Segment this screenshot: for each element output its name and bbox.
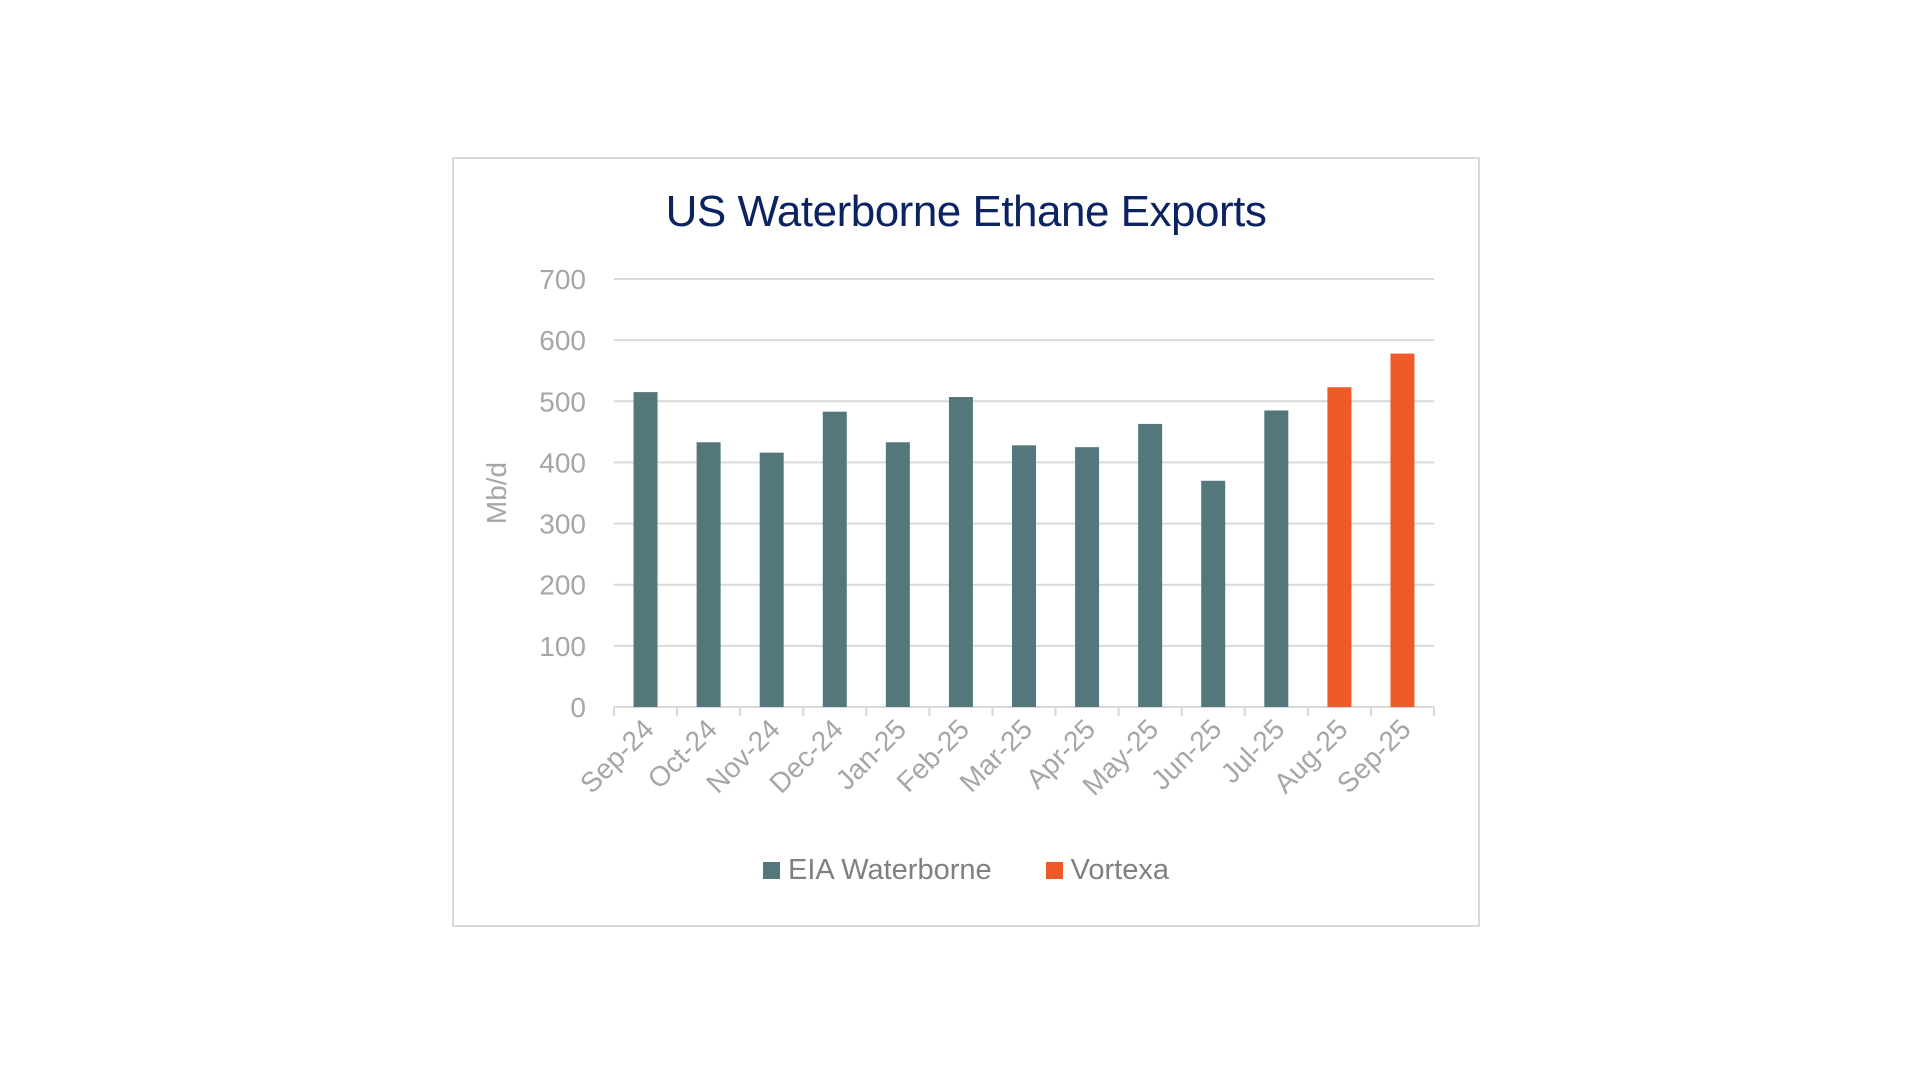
legend-label: EIA Waterborne bbox=[788, 854, 992, 886]
chart-container: US Waterborne Ethane Exports 0 100 200 300 4… bbox=[452, 157, 1480, 927]
x-tick-label: Sep-24 bbox=[574, 713, 660, 799]
bar-eia-waterborne-oct-24 bbox=[696, 442, 721, 707]
legend-item-eia-waterborne: EIA Waterborne bbox=[763, 854, 992, 887]
legend-item-vortexa: Vortexa bbox=[1045, 854, 1169, 887]
x-tick-label: Jun-25 bbox=[1145, 713, 1227, 795]
y-tick-label: 300 bbox=[539, 509, 586, 540]
bar-eia-waterborne-feb-25 bbox=[948, 397, 973, 707]
bar-eia-waterborne-apr-25 bbox=[1075, 447, 1100, 707]
bar-eia-waterborne-jul-25 bbox=[1264, 410, 1289, 707]
chart-legend: EIA Waterborne Vortexa bbox=[454, 854, 1478, 887]
y-tick-label: 700 bbox=[539, 264, 586, 295]
bar-eia-waterborne-jun-25 bbox=[1201, 480, 1226, 707]
bar-eia-waterborne-jan-25 bbox=[885, 442, 910, 707]
bar-eia-waterborne-sep-24 bbox=[633, 392, 658, 707]
y-tick-label: 200 bbox=[539, 570, 586, 601]
bar-eia-waterborne-may-25 bbox=[1138, 423, 1163, 707]
bar-vortexa-sep-25 bbox=[1390, 353, 1415, 707]
bar-eia-waterborne-nov-24 bbox=[759, 452, 784, 707]
chart-title: US Waterborne Ethane Exports bbox=[665, 187, 1267, 236]
y-tick-label: 500 bbox=[539, 386, 586, 417]
legend-swatch bbox=[1045, 862, 1063, 879]
y-tick-label: 600 bbox=[539, 325, 586, 356]
x-tick-label: Mar-25 bbox=[954, 713, 1039, 798]
y-tick-label: 0 bbox=[570, 692, 586, 723]
y-tick-label: 100 bbox=[539, 631, 586, 662]
bar-chart-plot: 0100200300400500600700Mb/dSep-24Oct-24No… bbox=[481, 264, 1435, 801]
bar-eia-waterborne-mar-25 bbox=[1012, 445, 1036, 707]
bar-vortexa-aug-25 bbox=[1327, 387, 1352, 707]
y-axis-label: Mb/d bbox=[481, 462, 512, 524]
y-tick-label: 400 bbox=[539, 447, 586, 478]
legend-label: Vortexa bbox=[1070, 854, 1169, 886]
bar-eia-waterborne-dec-24 bbox=[822, 411, 847, 707]
legend-swatch bbox=[763, 862, 780, 879]
